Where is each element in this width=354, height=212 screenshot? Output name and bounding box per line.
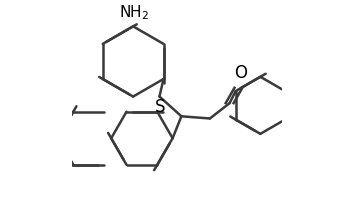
Text: O: O [234, 64, 247, 82]
Text: NH$_2$: NH$_2$ [119, 3, 149, 22]
Text: S: S [155, 98, 166, 116]
